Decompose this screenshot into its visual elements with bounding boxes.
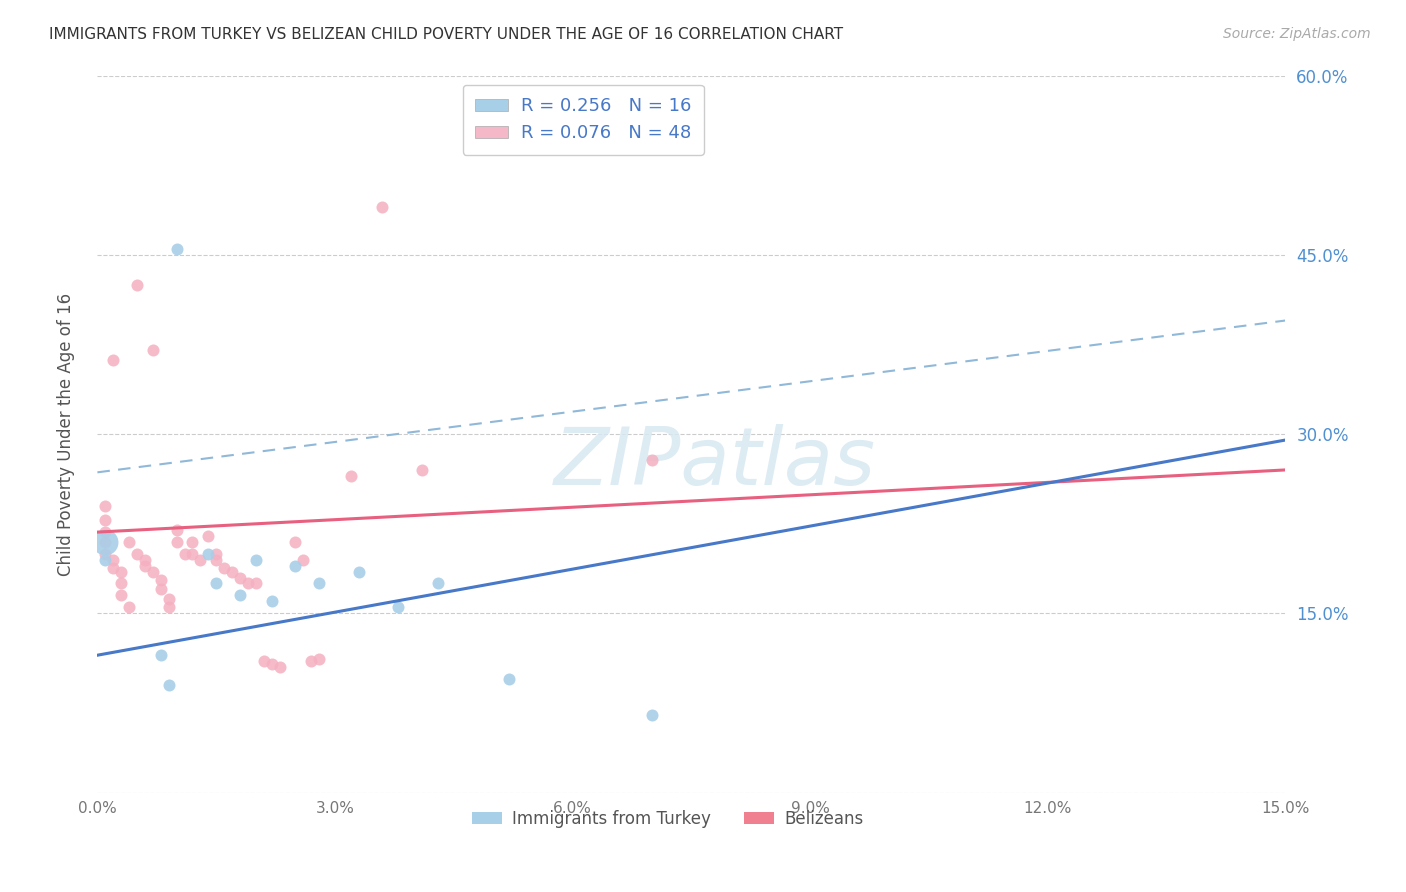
Point: [245, 576, 267, 591]
Point: [181, 547, 204, 561]
Point: [134, 558, 156, 573]
Point: [103, 561, 125, 575]
Y-axis label: Child Poverty Under the Age of 16: Child Poverty Under the Age of 16: [58, 293, 75, 575]
Text: IMMIGRANTS FROM TURKEY VS BELIZEAN CHILD POVERTY UNDER THE AGE OF 16 CORRELATION: IMMIGRANTS FROM TURKEY VS BELIZEAN CHILD…: [49, 27, 844, 42]
Point: [197, 529, 219, 543]
Point: [118, 534, 141, 549]
Point: [166, 534, 188, 549]
Point: [284, 534, 307, 549]
Point: [340, 469, 363, 483]
Point: [103, 552, 125, 566]
Point: [94, 534, 117, 549]
Point: [181, 534, 204, 549]
Point: [110, 576, 132, 591]
Point: [260, 657, 283, 671]
Point: [411, 463, 433, 477]
Point: [498, 672, 520, 686]
Text: Source: ZipAtlas.com: Source: ZipAtlas.com: [1223, 27, 1371, 41]
Point: [94, 513, 117, 527]
Point: [426, 576, 449, 591]
Text: ZIPatlas: ZIPatlas: [554, 424, 876, 502]
Point: [229, 570, 252, 584]
Point: [284, 558, 307, 573]
Point: [299, 654, 322, 668]
Point: [134, 552, 156, 566]
Point: [205, 547, 228, 561]
Point: [245, 552, 267, 566]
Point: [205, 552, 228, 566]
Point: [166, 242, 188, 256]
Point: [110, 565, 132, 579]
Point: [110, 589, 132, 603]
Point: [347, 565, 370, 579]
Point: [166, 523, 188, 537]
Point: [229, 589, 252, 603]
Point: [308, 576, 330, 591]
Point: [149, 573, 172, 587]
Point: [94, 552, 117, 566]
Legend: Immigrants from Turkey, Belizeans: Immigrants from Turkey, Belizeans: [465, 803, 870, 835]
Point: [118, 600, 141, 615]
Point: [94, 547, 117, 561]
Point: [142, 565, 165, 579]
Point: [253, 654, 276, 668]
Point: [205, 576, 228, 591]
Point: [260, 594, 283, 608]
Point: [308, 652, 330, 666]
Point: [641, 453, 664, 467]
Point: [173, 547, 195, 561]
Point: [142, 343, 165, 358]
Point: [94, 525, 117, 540]
Point: [371, 200, 394, 214]
Point: [94, 534, 117, 549]
Point: [157, 592, 180, 607]
Point: [125, 277, 148, 292]
Point: [157, 600, 180, 615]
Point: [212, 561, 235, 575]
Point: [197, 547, 219, 561]
Point: [188, 552, 211, 566]
Point: [149, 648, 172, 663]
Point: [387, 600, 409, 615]
Point: [641, 708, 664, 723]
Point: [292, 552, 315, 566]
Point: [157, 678, 180, 692]
Point: [94, 499, 117, 513]
Point: [149, 582, 172, 597]
Point: [125, 547, 148, 561]
Point: [236, 576, 259, 591]
Point: [221, 565, 243, 579]
Point: [269, 660, 291, 674]
Point: [103, 353, 125, 368]
